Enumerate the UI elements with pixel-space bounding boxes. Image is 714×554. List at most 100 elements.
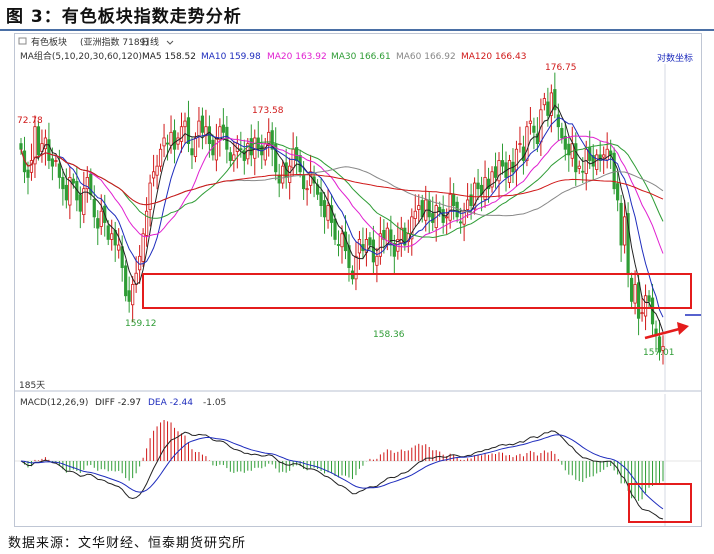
candle-body	[598, 154, 602, 161]
candle-body	[106, 225, 110, 240]
candle-body	[581, 170, 585, 173]
candle-body	[403, 227, 407, 246]
candle	[253, 129, 257, 176]
candle	[57, 149, 61, 189]
candle-body	[99, 210, 103, 227]
chevron-down-icon[interactable]	[166, 40, 174, 45]
instrument-exchange: (亚洲指数 7189)	[80, 36, 149, 48]
candle	[54, 154, 58, 167]
candle	[92, 185, 96, 229]
ma5-legend: MA5 158.52	[142, 52, 196, 62]
candle-body	[476, 182, 480, 190]
left-edge-price-label: 72.78	[17, 116, 43, 126]
candle-body	[200, 115, 205, 133]
axis-mode-label[interactable]: 对数坐标	[657, 52, 693, 64]
period-select[interactable]: 日线	[141, 36, 159, 48]
ma120-legend: MA120 166.43	[461, 52, 526, 62]
candle-body	[329, 205, 334, 223]
candle	[151, 154, 156, 187]
candle-body	[33, 126, 37, 165]
candle-body	[507, 160, 512, 183]
candle	[612, 147, 616, 195]
candle	[110, 219, 114, 251]
candle-body	[19, 143, 23, 150]
candle	[82, 171, 86, 224]
candle	[616, 169, 620, 212]
candle	[145, 197, 149, 247]
candle-body	[636, 282, 641, 319]
ma-line-ma20	[20, 135, 664, 254]
candle-body	[469, 194, 473, 206]
candle-body	[466, 199, 470, 210]
candle-body	[78, 194, 82, 212]
candle	[574, 132, 578, 186]
chart-toolbar: 有色板块 (亚洲指数 7189) 日线	[18, 36, 174, 48]
candle	[99, 194, 103, 235]
price-chart-svg[interactable]: 有色板块 (亚洲指数 7189) 日线 MA组合(5,10,20,30,60,1…	[15, 34, 701, 526]
candle	[413, 194, 417, 228]
candle-body	[288, 165, 292, 183]
candle-body	[427, 199, 431, 218]
macd-value: -1.05	[203, 398, 226, 408]
candle	[322, 192, 327, 234]
candle-body	[629, 277, 634, 302]
candle-body	[574, 143, 578, 173]
candle-body	[368, 237, 372, 246]
chart-icon[interactable]	[18, 37, 27, 45]
candle	[375, 247, 379, 283]
figure-title: 图 3：有色板块指数走势分析	[6, 7, 242, 27]
candle	[218, 118, 222, 157]
candle-body	[602, 154, 606, 158]
chart-frame[interactable]: 有色板块 (亚洲指数 7189) 日线 MA组合(5,10,20,30,60,1…	[14, 33, 702, 527]
candle	[452, 183, 456, 220]
candle-body	[57, 163, 61, 178]
candle-body	[657, 336, 662, 353]
candle	[162, 123, 166, 158]
candle-body	[26, 169, 30, 178]
candle-body	[333, 218, 337, 240]
candle	[274, 127, 278, 181]
candle	[595, 149, 599, 176]
candle	[214, 123, 218, 172]
candle-body	[71, 178, 75, 184]
candle-body	[197, 120, 201, 137]
candle-body	[50, 158, 55, 167]
candle	[197, 106, 201, 148]
candle	[570, 126, 574, 167]
candle	[462, 202, 466, 242]
candle-body	[399, 227, 403, 244]
candle	[490, 166, 494, 193]
candle-body	[183, 120, 187, 128]
candle-body	[354, 255, 358, 280]
candle-body	[431, 213, 435, 223]
candle	[315, 179, 320, 200]
candle	[577, 160, 581, 175]
candle-body	[567, 143, 571, 156]
candle	[466, 183, 470, 218]
macd-params-label: MACD(12,26,9)	[20, 398, 88, 408]
candle	[459, 207, 463, 234]
candle	[179, 112, 184, 153]
candle	[141, 228, 145, 268]
candle-body	[661, 346, 665, 351]
candle-body	[190, 148, 194, 156]
candle	[235, 135, 239, 169]
candle	[33, 115, 37, 178]
macd-lines	[20, 430, 664, 520]
candle-body	[514, 148, 519, 171]
candle	[158, 143, 163, 172]
candle	[232, 140, 236, 172]
candle	[106, 220, 110, 246]
candle	[563, 122, 567, 161]
candle-body	[560, 128, 564, 139]
candle	[113, 221, 117, 262]
candle	[124, 260, 128, 302]
candle	[64, 168, 68, 209]
candle	[68, 166, 72, 220]
candle-body	[127, 290, 131, 302]
candle-body	[270, 130, 274, 150]
candle-body	[410, 216, 414, 240]
candle	[371, 225, 376, 274]
high-label-1: 173.58	[252, 106, 284, 116]
candle	[399, 216, 403, 257]
